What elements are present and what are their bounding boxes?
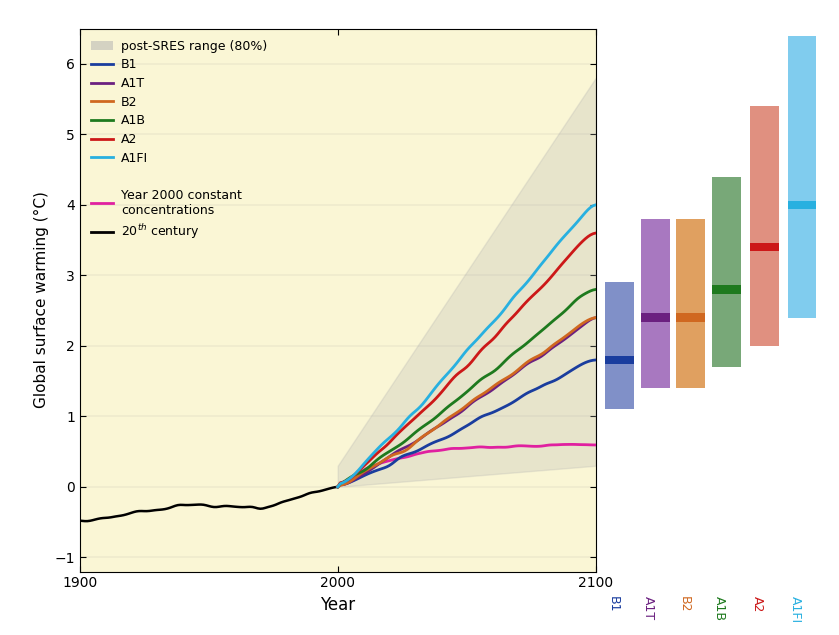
Bar: [788, 36, 816, 318]
Bar: [605, 283, 634, 410]
Bar: [676, 314, 706, 322]
Y-axis label: Global surface warming (°C): Global surface warming (°C): [34, 192, 49, 408]
Bar: [712, 177, 741, 367]
Bar: [750, 243, 779, 251]
Bar: [641, 219, 670, 388]
Bar: [788, 201, 816, 209]
Text: A1B: A1B: [713, 596, 727, 621]
Text: A1T: A1T: [642, 596, 655, 620]
Bar: [712, 285, 741, 294]
Text: B1: B1: [607, 596, 620, 613]
Text: A2: A2: [751, 596, 764, 613]
Bar: [750, 106, 779, 346]
Text: A1FI: A1FI: [789, 596, 802, 624]
Bar: [641, 314, 670, 322]
Bar: [676, 219, 706, 388]
Text: B2: B2: [678, 596, 690, 613]
Legend: post-SRES range (80%), B1, A1T, B2, A1B, A2, A1FI, , Year 2000 constant
concentr: post-SRES range (80%), B1, A1T, B2, A1B,…: [86, 35, 272, 246]
Bar: [605, 356, 634, 364]
X-axis label: Year: Year: [320, 596, 355, 614]
